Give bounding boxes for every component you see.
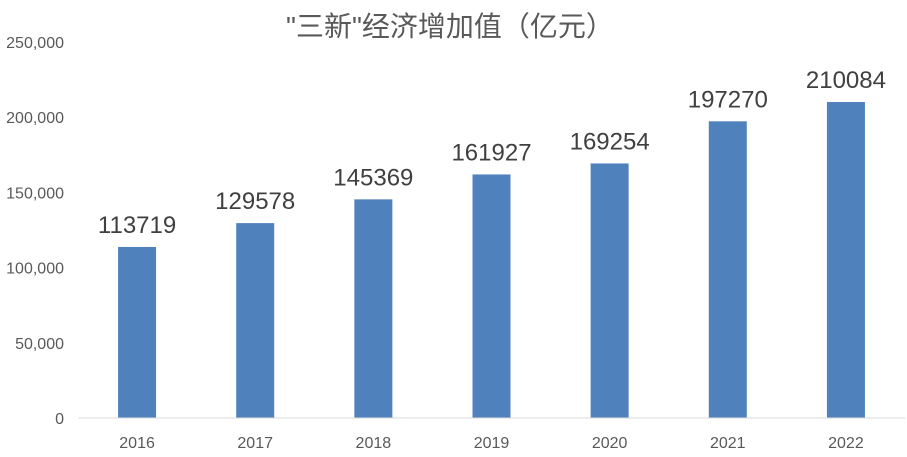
y-tick-label: 0	[55, 411, 64, 428]
y-tick-label: 250,000	[6, 35, 64, 52]
data-label: 129578	[215, 188, 295, 215]
data-label: 161927	[451, 139, 531, 166]
x-tick-label: 2019	[474, 435, 510, 452]
x-tick-label: 2016	[119, 435, 155, 452]
data-label: 210084	[806, 67, 886, 94]
bar-2020	[590, 163, 629, 418]
x-tick-label: 2022	[828, 435, 864, 452]
bar-2016	[118, 246, 157, 418]
x-tick-label: 2020	[592, 435, 628, 452]
data-label: 145369	[333, 164, 413, 191]
x-tick-label: 2017	[237, 435, 273, 452]
bar-2022	[826, 102, 865, 418]
x-tick-label: 2021	[710, 435, 746, 452]
y-tick-label: 100,000	[6, 261, 64, 278]
chart-title: "三新"经济增加值（亿元）	[286, 11, 614, 42]
y-tick-label: 200,000	[6, 110, 64, 127]
y-tick-label: 50,000	[15, 336, 64, 353]
y-tick-label: 150,000	[6, 185, 64, 202]
x-tick-label: 2018	[356, 435, 392, 452]
bar-2017	[236, 223, 275, 418]
data-label: 113719	[98, 212, 176, 239]
data-label: 197270	[688, 86, 768, 113]
bar-2018	[354, 199, 393, 418]
bar-2019	[472, 174, 511, 418]
data-label: 169254	[570, 128, 650, 155]
bar-2021	[708, 121, 747, 419]
